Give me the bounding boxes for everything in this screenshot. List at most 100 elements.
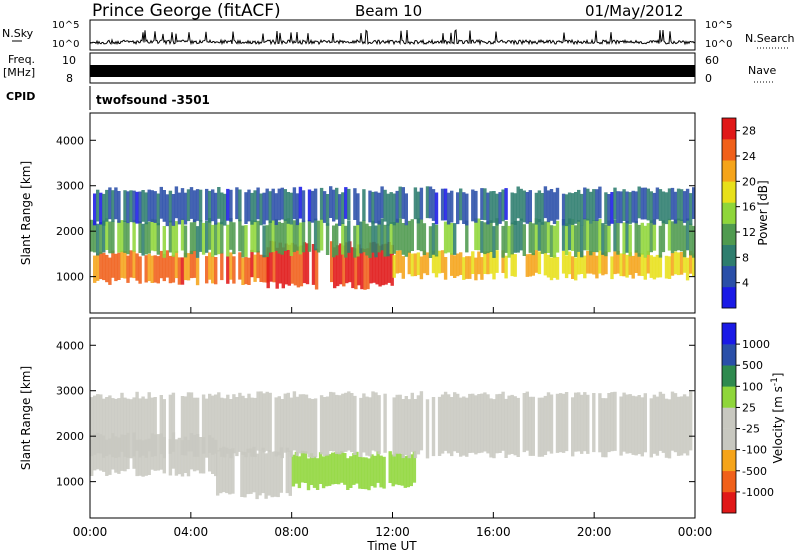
heatmap-cell [577, 220, 581, 252]
heatmap-cell [619, 396, 623, 456]
heatmap-cell [676, 252, 681, 276]
heatmap-cell [339, 243, 343, 285]
velocity-y-axis-label: Slant Range [km] [19, 366, 33, 470]
heatmap-cell [537, 190, 542, 223]
power-colorbar-label: Power [dB] [756, 180, 770, 245]
heatmap-cell [180, 440, 185, 477]
nsearch-label: N.Search [745, 32, 795, 45]
heatmap-cell [474, 395, 478, 455]
colorbar-swatch [722, 428, 736, 450]
heatmap-cell [205, 256, 209, 284]
heatmap-cell [259, 391, 263, 451]
heatmap-cell [363, 248, 367, 290]
heatmap-cell [404, 225, 408, 257]
heatmap-cell [564, 223, 569, 255]
power-y-ticks: 1000 2000 3000 4000 [56, 134, 695, 284]
heatmap-cell [183, 252, 188, 281]
heatmap-cell [256, 250, 260, 279]
heatmap-cell [259, 193, 263, 226]
heatmap-cell [105, 439, 109, 476]
heatmap-cell [504, 188, 508, 220]
heatmap-cell [223, 398, 227, 458]
heatmap-cell [310, 190, 315, 223]
heatmap-cell [598, 186, 602, 219]
heatmap-cell [673, 191, 678, 224]
heatmap-cell [295, 193, 300, 226]
heatmap-cell [298, 186, 303, 219]
heatmap-cell [622, 222, 626, 255]
heatmap-cell [253, 397, 257, 457]
noise-trace [89, 29, 696, 46]
heatmap-cell [208, 393, 212, 453]
heatmap-cell [208, 190, 212, 223]
heatmap-cell [162, 226, 166, 258]
heatmap-cell [658, 254, 663, 278]
heatmap-cell [294, 451, 299, 484]
colorbar-tick-label: 24 [742, 150, 756, 163]
heatmap-cell [398, 218, 402, 251]
heatmap-cell [338, 194, 342, 226]
heatmap-cell [419, 219, 424, 252]
heatmap-cell [604, 224, 608, 257]
heatmap-cell [374, 225, 378, 258]
heatmap-cell [649, 220, 653, 253]
heatmap-cell [640, 397, 644, 457]
heatmap-cell [440, 188, 445, 221]
heatmap-cell [689, 223, 693, 256]
heatmap-cell [595, 220, 599, 253]
heatmap-cell [462, 257, 466, 280]
heatmap-cell [419, 187, 424, 220]
heatmap-cell [477, 394, 481, 454]
heatmap-cell [409, 454, 413, 487]
heatmap-cell [456, 253, 460, 277]
heatmap-cell [368, 226, 372, 258]
heatmap-cell [601, 223, 605, 255]
heatmap-cell [483, 222, 487, 255]
heatmap-cell [372, 241, 376, 283]
heatmap-cell [571, 193, 575, 225]
heatmap-cell [685, 218, 690, 251]
heatmap-cell [474, 257, 478, 281]
colorbar-tick-label: 500 [742, 359, 763, 372]
heatmap-cell [262, 192, 266, 225]
colorbar-swatch [722, 286, 736, 309]
heatmap-cell [231, 448, 235, 494]
heatmap-cell [561, 393, 566, 453]
heatmap-cell [264, 453, 268, 499]
heatmap-cell [328, 454, 332, 486]
heatmap-cell [333, 247, 337, 289]
y-tick-label: 1000 [56, 271, 84, 284]
heatmap-cell [342, 245, 346, 287]
heatmap-cell [311, 244, 316, 285]
heatmap-cell [643, 257, 647, 280]
heatmap-cell [377, 395, 381, 455]
heatmap-cell [277, 396, 281, 456]
heatmap-cell [380, 186, 384, 219]
heatmap-cell [610, 192, 614, 224]
heatmap-cell [286, 392, 290, 452]
heatmap-cell [295, 396, 300, 456]
heatmap-cell [555, 257, 560, 280]
heatmap-cell [114, 253, 118, 282]
heatmap-cell [232, 256, 236, 284]
heatmap-cell [394, 452, 398, 485]
heatmap-cell [676, 396, 681, 456]
freq-label: Freq. [8, 53, 35, 66]
heatmap-cell [398, 250, 402, 273]
heatmap-cell [386, 224, 390, 257]
heatmap-cell [580, 394, 584, 454]
heatmap-cell [322, 397, 327, 457]
power-heatmap-cells [90, 186, 696, 290]
heatmap-cell [658, 391, 663, 451]
heatmap-cell [150, 218, 154, 251]
heatmap-cell [664, 192, 669, 225]
heatmap-cell [658, 225, 663, 258]
heatmap-cell [147, 221, 151, 254]
heatmap-cell [174, 221, 179, 253]
nave-tick-high: 60 [705, 54, 719, 67]
heatmap-cell [238, 189, 242, 222]
heatmap-cell [177, 437, 182, 475]
heatmap-cell [689, 391, 693, 451]
heatmap-cell [673, 251, 678, 275]
heatmap-cell [682, 250, 687, 273]
